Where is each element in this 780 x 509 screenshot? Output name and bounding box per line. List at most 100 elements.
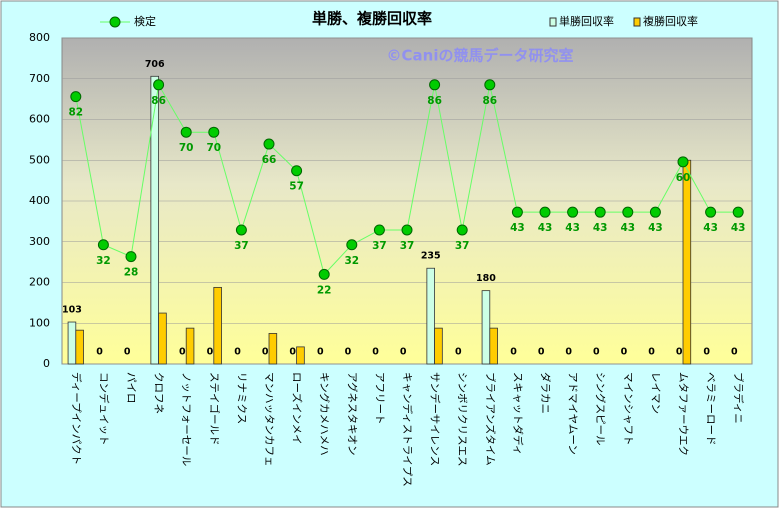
bar (426, 267, 436, 365)
line-marker (263, 138, 275, 150)
value-label: 86 (427, 95, 442, 107)
line-marker (318, 268, 330, 280)
value-label: 43 (565, 222, 580, 234)
line-marker (373, 224, 385, 236)
value-label: 0 (179, 347, 186, 358)
legend-swatch (633, 17, 641, 27)
bar (296, 346, 305, 365)
bar (489, 327, 498, 365)
line-marker (125, 251, 137, 263)
value-label: 0 (648, 347, 655, 358)
value-label: 70 (179, 142, 194, 154)
y-tick-label: 200 (29, 276, 50, 289)
value-label: 60 (676, 172, 691, 184)
x-tick-label: シンボリクリスエス (456, 372, 468, 467)
value-label: 0 (676, 347, 683, 358)
legend-swatch (549, 17, 557, 27)
y-tick-label: 600 (29, 113, 50, 126)
bar (434, 327, 443, 365)
line-marker (732, 206, 744, 218)
line-marker (594, 206, 606, 218)
value-label: 43 (620, 222, 635, 234)
legend-marker (109, 16, 121, 28)
x-tick-label: パイロ (125, 372, 137, 404)
line-marker (456, 224, 468, 236)
x-tick-label: アフリート (373, 372, 385, 425)
line-marker (677, 156, 689, 168)
x-tick-label: レイマン (649, 372, 661, 414)
x-tick-label: キャンディストライプス (401, 372, 414, 487)
value-label: 37 (400, 240, 415, 252)
x-tick-label: スキャットダディ (511, 372, 524, 455)
value-label: 706 (145, 59, 165, 70)
x-tick-label: アグネスタキオン (346, 372, 359, 455)
line-marker (705, 206, 717, 218)
x-tick-label: ムタファーウエク (677, 372, 689, 456)
chart-title: 単勝、複勝回収率 (312, 10, 432, 28)
legend-label: 複勝回収率 (643, 14, 698, 28)
x-tick-label: シングスピール (594, 372, 607, 446)
value-label: 180 (476, 273, 496, 284)
y-tick-label: 800 (29, 31, 50, 44)
x-tick-label: アドマイヤムーン (567, 372, 579, 455)
bar (67, 321, 77, 365)
y-tick-label: 400 (29, 194, 50, 207)
value-label: 86 (482, 95, 497, 107)
y-tick-label: 0 (43, 357, 50, 370)
bar (75, 329, 84, 365)
value-label: 0 (538, 347, 545, 358)
value-label: 0 (317, 347, 324, 358)
line-marker (622, 206, 634, 218)
bar (481, 290, 491, 365)
value-label: 0 (593, 347, 600, 358)
x-tick-label: マインシャフト (622, 372, 634, 446)
value-label: 0 (234, 347, 241, 358)
line-marker (97, 239, 109, 251)
value-label: 0 (345, 347, 352, 358)
line-marker (153, 79, 165, 91)
value-label: 43 (731, 222, 746, 234)
value-label: 28 (124, 267, 139, 279)
line-marker (208, 126, 220, 138)
value-label: 0 (565, 347, 572, 358)
x-tick-label: ローズインメイ (291, 372, 304, 445)
y-tick-label: 300 (29, 235, 50, 248)
x-tick-label: コンデュイット (97, 372, 110, 446)
line-marker (511, 206, 523, 218)
line-marker (484, 79, 496, 91)
value-label: 43 (538, 222, 553, 234)
line-marker (539, 206, 551, 218)
value-label: 0 (621, 347, 628, 358)
value-label: 43 (648, 222, 663, 234)
y-tick-label: 100 (29, 316, 50, 329)
value-label: 0 (372, 347, 379, 358)
legend-label: 単勝回収率 (559, 14, 614, 28)
x-tick-label: サンデーサイレンス (429, 372, 442, 466)
line-marker (567, 206, 579, 218)
x-tick-label: クロフネ (153, 372, 165, 414)
value-label: 0 (703, 347, 710, 358)
x-tick-label: マンハッタンカフェ (263, 372, 275, 467)
line-marker (429, 79, 441, 91)
value-label: 82 (68, 107, 83, 119)
bar (150, 75, 159, 365)
value-label: 70 (206, 142, 221, 154)
y-tick-label: 700 (29, 72, 50, 85)
value-label: 32 (344, 255, 359, 267)
line-marker (235, 224, 247, 236)
value-label: 0 (207, 347, 214, 358)
line-marker (401, 224, 413, 236)
value-label: 86 (151, 95, 166, 107)
line-marker (649, 206, 661, 218)
bar (185, 327, 195, 365)
value-label: 0 (262, 347, 269, 358)
x-tick-label: リナミクス (235, 372, 247, 424)
x-tick-label: ブラディニ (732, 372, 745, 424)
value-label: 0 (124, 347, 131, 358)
x-tick-label: ステイゴールド (208, 372, 221, 446)
x-tick-label: ノットフォーセール (180, 372, 192, 466)
value-label: 43 (510, 222, 525, 234)
bar (158, 312, 167, 365)
value-label: 66 (262, 154, 277, 166)
value-label: 43 (593, 222, 608, 234)
